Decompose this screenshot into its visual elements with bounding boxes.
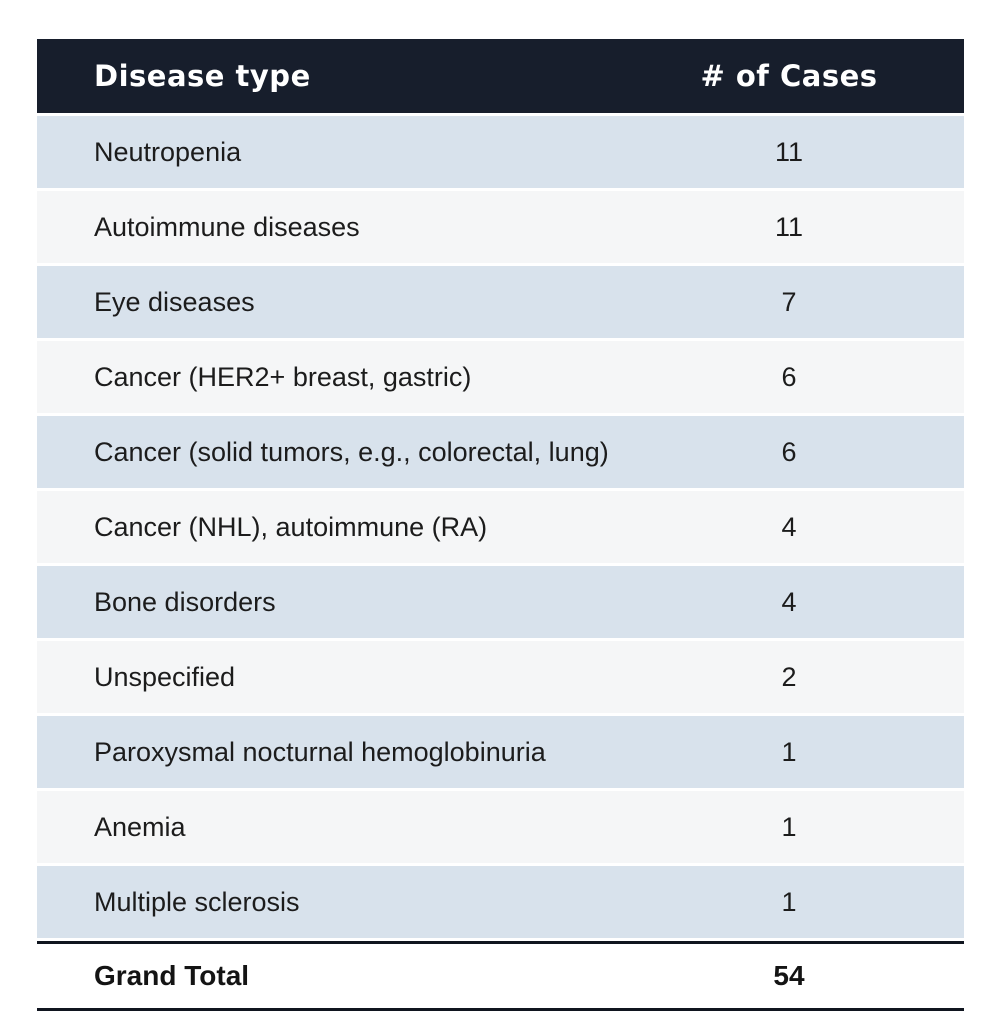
cases-cell: 4 [614, 566, 964, 638]
table-row: Neutropenia 11 [37, 116, 964, 188]
disease-cases-table: Disease type # of Cases Neutropenia 11 Aut… [37, 36, 964, 1014]
cases-cell: 2 [614, 641, 964, 713]
cases-cell: 6 [614, 416, 964, 488]
cases-cell: 6 [614, 341, 964, 413]
cases-cell: 1 [614, 866, 964, 938]
disease-cell: Anemia [37, 791, 614, 863]
grand-total-label: Grand Total [37, 941, 614, 1011]
disease-cell: Neutropenia [37, 116, 614, 188]
table-row: Cancer (HER2+ breast, gastric) 6 [37, 341, 964, 413]
cases-cell: 11 [614, 191, 964, 263]
disease-cell: Autoimmune diseases [37, 191, 614, 263]
cases-cell: 1 [614, 791, 964, 863]
grand-total-value: 54 [614, 941, 964, 1011]
disease-cell: Cancer (NHL), autoimmune (RA) [37, 491, 614, 563]
header-disease-type: Disease type [37, 39, 614, 113]
table-row: Anemia 1 [37, 791, 964, 863]
disease-cell: Cancer (HER2+ breast, gastric) [37, 341, 614, 413]
disease-cell: Eye diseases [37, 266, 614, 338]
grand-total-row: Grand Total 54 [37, 941, 964, 1011]
disease-cell: Bone disorders [37, 566, 614, 638]
table-footer: Grand Total 54 [37, 941, 964, 1011]
table-row: Paroxysmal nocturnal hemoglobinuria 1 [37, 716, 964, 788]
table-header: Disease type # of Cases [37, 39, 964, 113]
table-row: Multiple sclerosis 1 [37, 866, 964, 938]
table-row: Autoimmune diseases 11 [37, 191, 964, 263]
disease-cell: Multiple sclerosis [37, 866, 614, 938]
disease-cell: Cancer (solid tumors, e.g., colorectal, … [37, 416, 614, 488]
table-row: Bone disorders 4 [37, 566, 964, 638]
cases-cell: 7 [614, 266, 964, 338]
data-table: Disease type # of Cases Neutropenia 11 Aut… [37, 36, 964, 1014]
table-row: Unspecified 2 [37, 641, 964, 713]
table-row: Cancer (NHL), autoimmune (RA) 4 [37, 491, 964, 563]
disease-cell: Unspecified [37, 641, 614, 713]
cases-cell: 1 [614, 716, 964, 788]
table-row: Cancer (solid tumors, e.g., colorectal, … [37, 416, 964, 488]
disease-cell: Paroxysmal nocturnal hemoglobinuria [37, 716, 614, 788]
table-row: Eye diseases 7 [37, 266, 964, 338]
table-header-row: Disease type # of Cases [37, 39, 964, 113]
header-num-cases: # of Cases [614, 39, 964, 113]
cases-cell: 4 [614, 491, 964, 563]
table-body: Neutropenia 11 Autoimmune diseases 11 Eye di… [37, 116, 964, 938]
cases-cell: 11 [614, 116, 964, 188]
